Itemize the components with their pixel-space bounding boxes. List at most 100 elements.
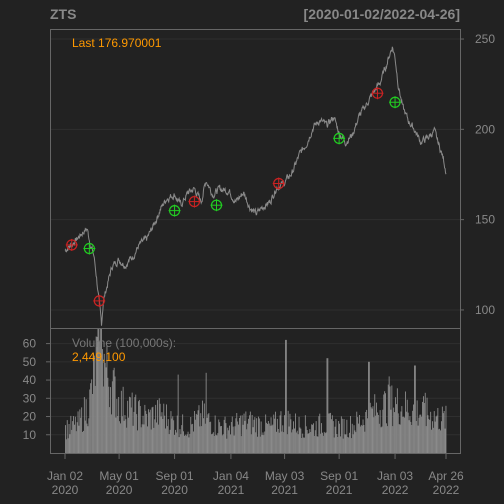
volume-bar (200, 413, 202, 453)
volume-bar (239, 415, 241, 453)
volume-bar (145, 410, 147, 453)
volume-bar (405, 411, 407, 453)
volume-bar (356, 411, 358, 453)
volume-bar (258, 416, 259, 453)
volume-bar (443, 411, 445, 453)
volume-bar (294, 428, 295, 453)
price-tick-label: 250 (475, 32, 495, 46)
volume-bar (116, 398, 118, 453)
volume-bar (165, 428, 166, 453)
price-panel-frame (50, 29, 461, 329)
last-price-label: Last 176.970001 (72, 36, 162, 50)
volume-bar (76, 422, 78, 453)
volume-bar (328, 413, 330, 453)
volume-bar (167, 419, 169, 453)
volume-bar (129, 396, 130, 453)
volume-bar (381, 426, 383, 453)
volume-bar (312, 424, 313, 453)
volume-bar (210, 421, 212, 453)
volume-bar (296, 430, 298, 453)
volume-bar (182, 414, 184, 453)
volume-bar (102, 386, 104, 453)
volume-bar (432, 427, 434, 453)
volume-bar (276, 431, 277, 453)
price-axis: 100 150 200 250 (460, 32, 495, 317)
volume-bar (203, 418, 204, 453)
volume-bar (311, 424, 313, 453)
volume-bar (322, 432, 323, 453)
volume-bar (75, 431, 77, 453)
date-tick-label: Sep 01 (156, 469, 194, 483)
volume-bar (164, 415, 166, 453)
volume-bar (171, 418, 173, 453)
volume-bar (157, 400, 158, 453)
trade-marker-sell (272, 177, 285, 190)
volume-bar (146, 414, 148, 453)
volume-bar (290, 419, 292, 453)
volume-bar (378, 423, 380, 453)
date-tick-label: May 01 (99, 469, 139, 483)
volume-bar (184, 434, 186, 453)
volume-bar (159, 403, 161, 453)
volume-bar (412, 410, 414, 453)
volume-bar (221, 435, 223, 453)
volume-bar (358, 423, 359, 453)
price-tick-label: 150 (475, 213, 495, 227)
volume-bar (393, 407, 395, 453)
volume-bar (81, 407, 83, 453)
volume-bar (215, 434, 217, 453)
volume-bar (232, 426, 234, 453)
volume-bar (104, 362, 106, 453)
volume-bar (138, 401, 139, 453)
volume-bar (138, 399, 140, 453)
price-tick-label: 100 (475, 303, 495, 317)
volume-bar (133, 411, 135, 453)
volume-bar (369, 402, 371, 453)
volume-bar (66, 420, 68, 453)
volume-bar (435, 416, 437, 453)
volume-bar (151, 407, 153, 453)
volume-bar (97, 329, 99, 453)
volume-bar (121, 416, 123, 453)
volume-bar (180, 434, 182, 453)
volume-bar (433, 411, 435, 453)
volume-bar (260, 421, 262, 453)
volume-bar (217, 433, 219, 453)
volume-bar (85, 399, 87, 453)
volume-tick-label: 40 (23, 373, 37, 387)
volume-bar (149, 409, 151, 453)
volume-bar (361, 425, 363, 453)
volume-bar (80, 417, 82, 453)
volume-bar (377, 412, 378, 453)
volume-bar (332, 421, 334, 453)
volume-tick-label: 60 (23, 337, 37, 351)
volume-bar (69, 434, 71, 453)
volume-bar (184, 435, 185, 453)
volume-bar (227, 427, 229, 453)
volume-bar (248, 418, 249, 453)
volume-bar (102, 349, 103, 453)
volume-bar (441, 421, 442, 453)
volume-bar (181, 425, 183, 453)
volume-bar (251, 415, 253, 453)
volume-bar (284, 415, 285, 453)
volume-bar (272, 424, 274, 453)
volume-bar (259, 436, 261, 453)
trade-marker-buy (168, 204, 181, 217)
volume-bar (70, 415, 72, 453)
volume-bar (199, 426, 201, 453)
volume-bar (271, 425, 273, 453)
volume-bar (247, 423, 249, 453)
volume-bar (350, 438, 352, 453)
volume-bar (235, 418, 237, 453)
volume-bar (157, 424, 159, 453)
volume-bar (135, 394, 137, 453)
volume-bar (161, 412, 163, 453)
volume-bar (436, 415, 438, 453)
date-tick-year: 2021 (218, 483, 245, 497)
volume-bar (387, 384, 389, 453)
volume-bar (288, 426, 290, 453)
volume-bar (74, 416, 76, 453)
volume-bar (233, 435, 235, 453)
